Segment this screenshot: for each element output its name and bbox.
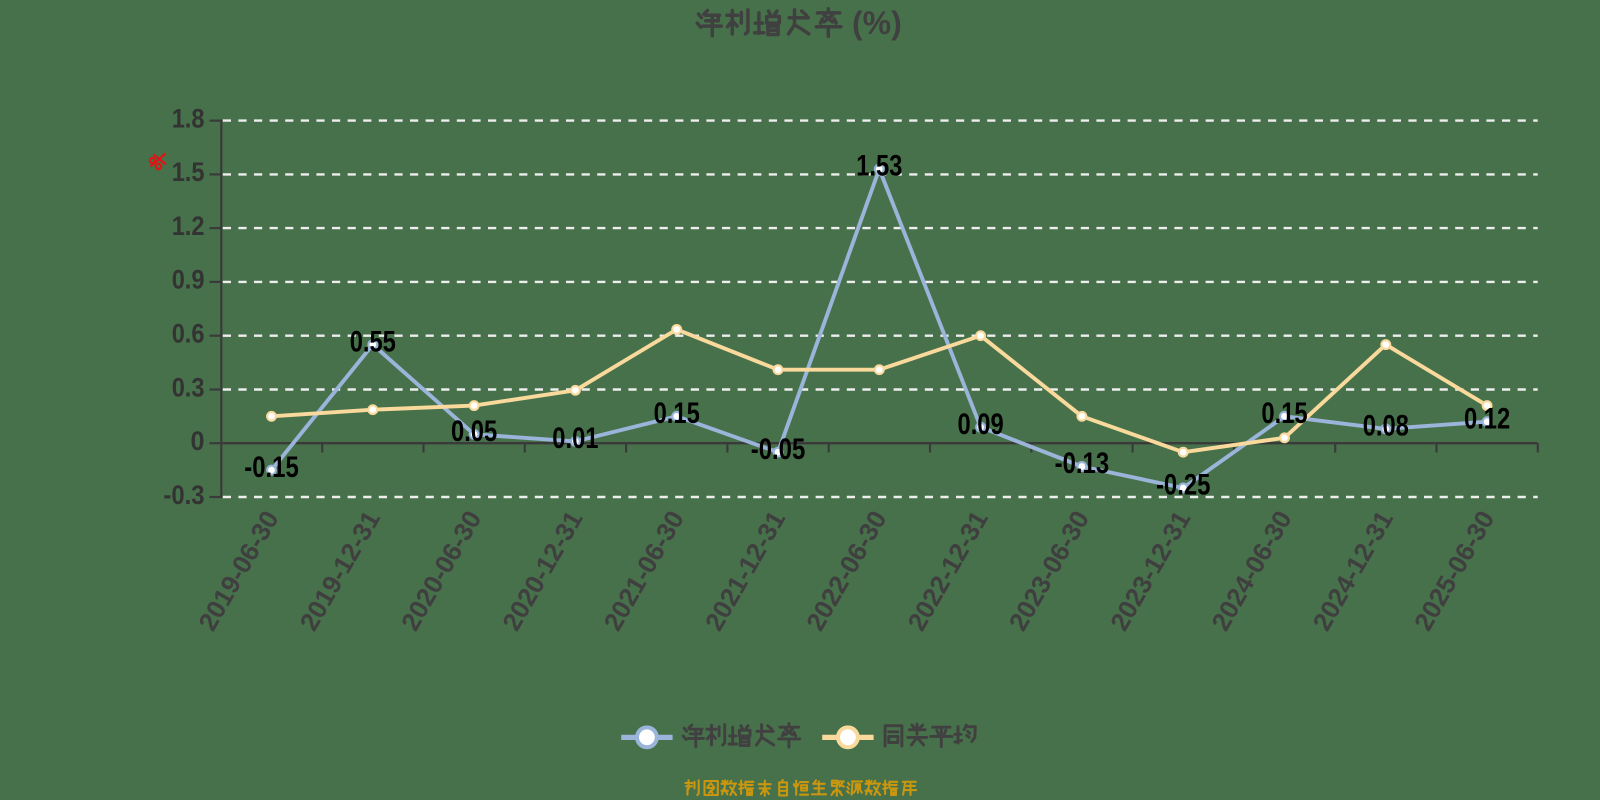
svg-text:-0.3: -0.3 [163, 480, 204, 510]
svg-text:0.08: 0.08 [1363, 410, 1409, 443]
svg-text:0.01: 0.01 [552, 422, 598, 455]
svg-text:-0.13: -0.13 [1055, 447, 1110, 480]
svg-text:1.53: 1.53 [856, 150, 902, 183]
svg-text:1.8: 1.8 [172, 103, 205, 133]
svg-text:0.6: 0.6 [172, 319, 205, 349]
svg-text:0.12: 0.12 [1464, 402, 1510, 435]
svg-text:0.9: 0.9 [172, 265, 205, 295]
svg-text:0.55: 0.55 [350, 325, 396, 358]
svg-text:0.09: 0.09 [958, 408, 1004, 441]
svg-text:0.3: 0.3 [172, 372, 205, 402]
svg-text:0.05: 0.05 [451, 415, 497, 448]
svg-text:0: 0 [191, 426, 205, 456]
svg-text:1.5: 1.5 [172, 157, 205, 187]
svg-text:0.15: 0.15 [1261, 397, 1307, 430]
svg-text:-0.05: -0.05 [751, 433, 806, 466]
svg-text:1.2: 1.2 [172, 211, 205, 241]
svg-text:(%): (%) [852, 5, 902, 41]
svg-text:-0.25: -0.25 [1156, 469, 1211, 502]
svg-text:0.15: 0.15 [654, 397, 700, 430]
svg-text:-0.15: -0.15 [244, 451, 299, 484]
